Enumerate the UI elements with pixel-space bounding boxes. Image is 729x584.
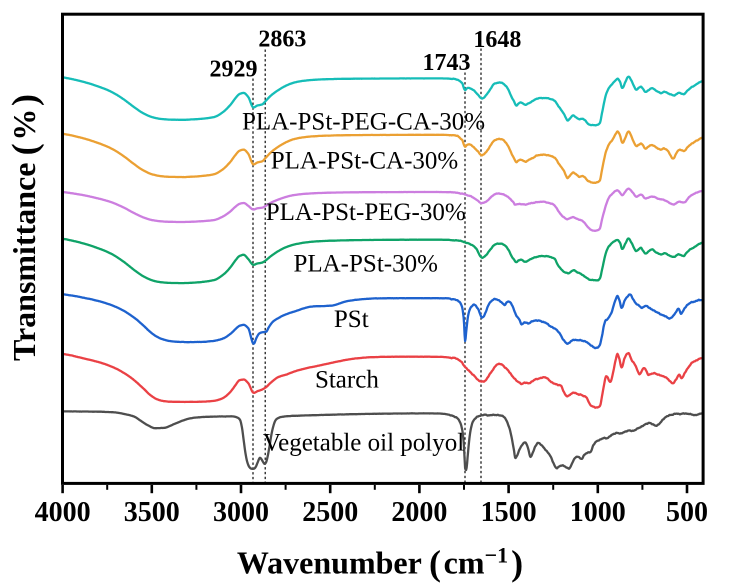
svg-text:PLA-PSt-CA-30%: PLA-PSt-CA-30% xyxy=(271,148,459,175)
svg-text:PSt: PSt xyxy=(334,306,369,333)
svg-text:Starch: Starch xyxy=(315,367,379,394)
svg-text:Transmittance ( % ): Transmittance ( % ) xyxy=(5,94,45,361)
svg-text:3500: 3500 xyxy=(124,497,180,528)
svg-text:1500: 1500 xyxy=(481,497,537,528)
svg-text:1000: 1000 xyxy=(570,497,626,528)
svg-text:1648: 1648 xyxy=(473,27,521,53)
svg-text:3000: 3000 xyxy=(213,497,269,528)
svg-text:4000: 4000 xyxy=(35,497,91,528)
svg-text:1743: 1743 xyxy=(423,50,471,76)
svg-text:2863: 2863 xyxy=(258,27,306,53)
svg-text:PLA-PSt-30%: PLA-PSt-30% xyxy=(293,251,437,278)
svg-text:PLA-PSt-PEG-CA-30%: PLA-PSt-PEG-CA-30% xyxy=(242,109,485,136)
svg-text:Wavenumber ( cm−1 ): Wavenumber ( cm−1 ) xyxy=(237,543,523,584)
svg-text:2929: 2929 xyxy=(210,57,258,83)
svg-text:500: 500 xyxy=(666,497,708,528)
svg-text:PLA-PSt-PEG-30%: PLA-PSt-PEG-30% xyxy=(266,199,466,226)
svg-text:2500: 2500 xyxy=(302,497,358,528)
svg-text:2000: 2000 xyxy=(391,497,447,528)
svg-text:Vegetable oil polyol: Vegetable oil polyol xyxy=(263,430,464,457)
